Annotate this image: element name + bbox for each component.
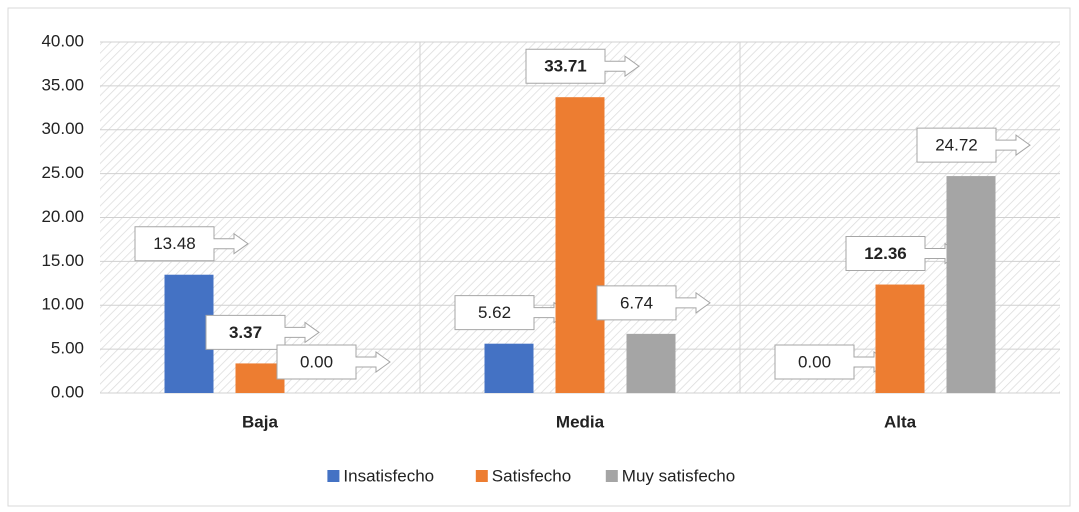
- y-tick-label: 10.00: [41, 295, 84, 314]
- bar: [484, 343, 534, 393]
- data-label: 3.37: [229, 323, 262, 342]
- bar: [164, 274, 214, 393]
- legend-label: Insatisfecho: [343, 466, 434, 485]
- data-label: 13.48: [153, 234, 196, 253]
- data-label-callout: [596, 285, 711, 321]
- data-label-callout: [134, 226, 249, 262]
- data-label: 0.00: [798, 352, 831, 371]
- bar: [235, 363, 285, 393]
- data-label-callout: [276, 344, 391, 380]
- x-tick-label: Media: [556, 412, 605, 431]
- data-label: 33.71: [544, 57, 587, 76]
- y-tick-label: 40.00: [41, 31, 84, 50]
- legend-label: Muy satisfecho: [622, 466, 735, 485]
- legend-swatch: [605, 470, 618, 482]
- y-tick-label: 25.00: [41, 163, 84, 182]
- data-label: 6.74: [620, 293, 653, 312]
- data-label: 5.62: [478, 303, 511, 322]
- data-label-callout: [525, 48, 640, 84]
- bar: [555, 97, 605, 393]
- data-label-callout: [916, 127, 1031, 163]
- bar: [875, 284, 925, 393]
- y-tick-label: 35.00: [41, 75, 84, 94]
- legend-label: Satisfecho: [492, 466, 571, 485]
- data-label: 24.72: [935, 136, 978, 155]
- bar: [626, 333, 676, 393]
- y-tick-label: 20.00: [41, 207, 84, 226]
- y-tick-label: 30.00: [41, 119, 84, 138]
- y-tick-label: 5.00: [51, 339, 84, 358]
- y-tick-label: 0.00: [51, 382, 84, 401]
- data-label: 0.00: [300, 352, 333, 371]
- x-tick-label: Baja: [242, 412, 278, 431]
- data-label: 12.36: [864, 244, 907, 263]
- legend-swatch: [475, 470, 488, 482]
- y-tick-label: 15.00: [41, 251, 84, 270]
- data-label-callout: [205, 314, 320, 350]
- legend-swatch: [327, 470, 340, 482]
- x-tick-label: Alta: [884, 412, 917, 431]
- bar: [946, 176, 996, 393]
